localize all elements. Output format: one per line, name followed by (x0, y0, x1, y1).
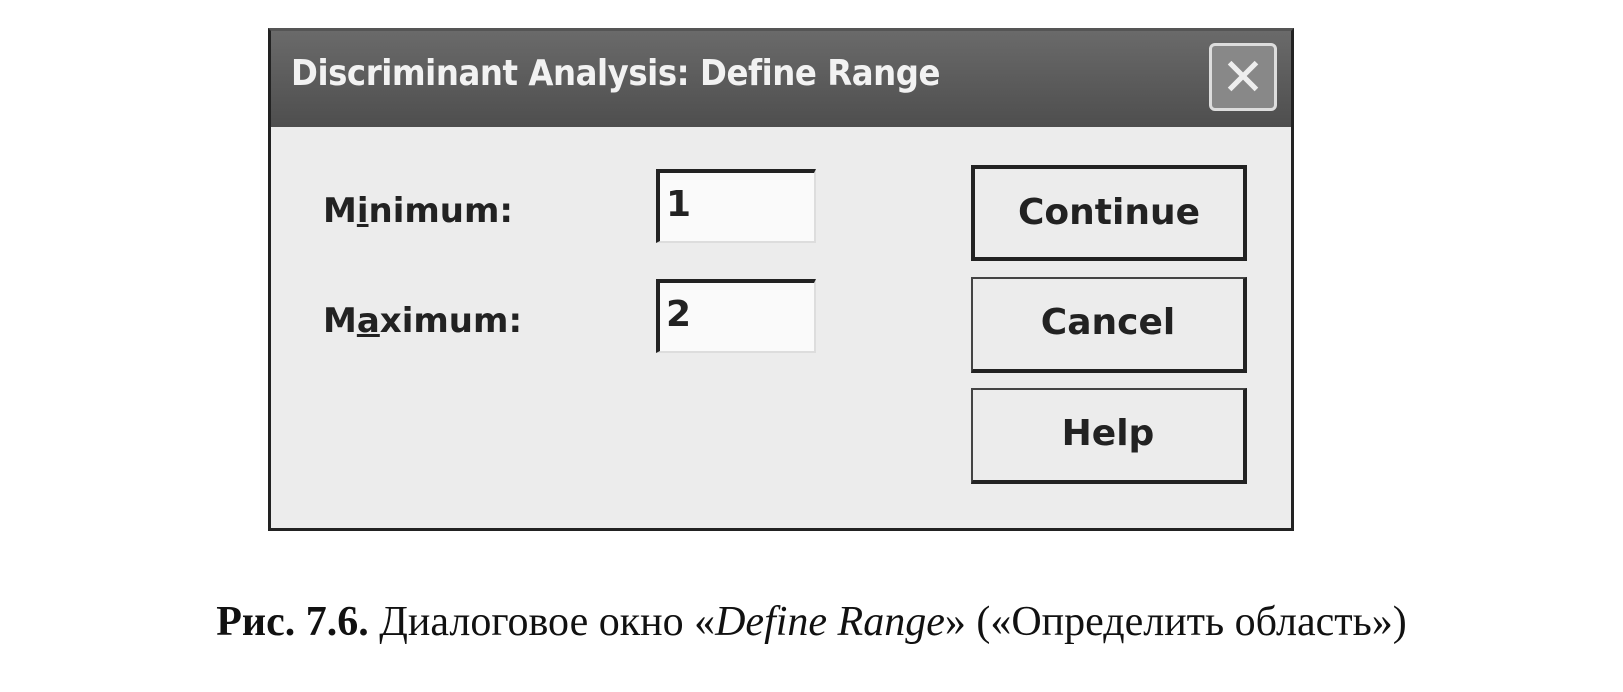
caption-text-end: » («Определить область») (944, 599, 1407, 645)
define-range-dialog: Discriminant Analysis: Define Range ✕ Mi… (268, 28, 1294, 531)
continue-button[interactable]: Continue (971, 165, 1247, 261)
cancel-button[interactable]: Cancel (971, 277, 1247, 373)
maximum-label: Maximum: (323, 301, 523, 341)
help-button[interactable]: Help (971, 388, 1247, 484)
figure-number: Рис. 7.6. (216, 599, 369, 645)
dialog-title: Discriminant Analysis: Define Range (291, 53, 941, 94)
figure-caption: Рис. 7.6. Диалоговое окно «Define Range»… (0, 598, 1623, 646)
minimum-label: Minimum: (323, 191, 514, 231)
caption-text: Диалоговое окно « (368, 599, 716, 645)
close-button[interactable]: ✕ (1209, 43, 1277, 111)
close-x-icon: ✕ (1221, 48, 1265, 108)
title-bar[interactable]: Discriminant Analysis: Define Range ✕ (271, 31, 1291, 127)
maximum-input[interactable]: 2 (656, 279, 816, 353)
minimum-input[interactable]: 1 (656, 169, 816, 243)
caption-italic: Define Range (715, 599, 945, 645)
